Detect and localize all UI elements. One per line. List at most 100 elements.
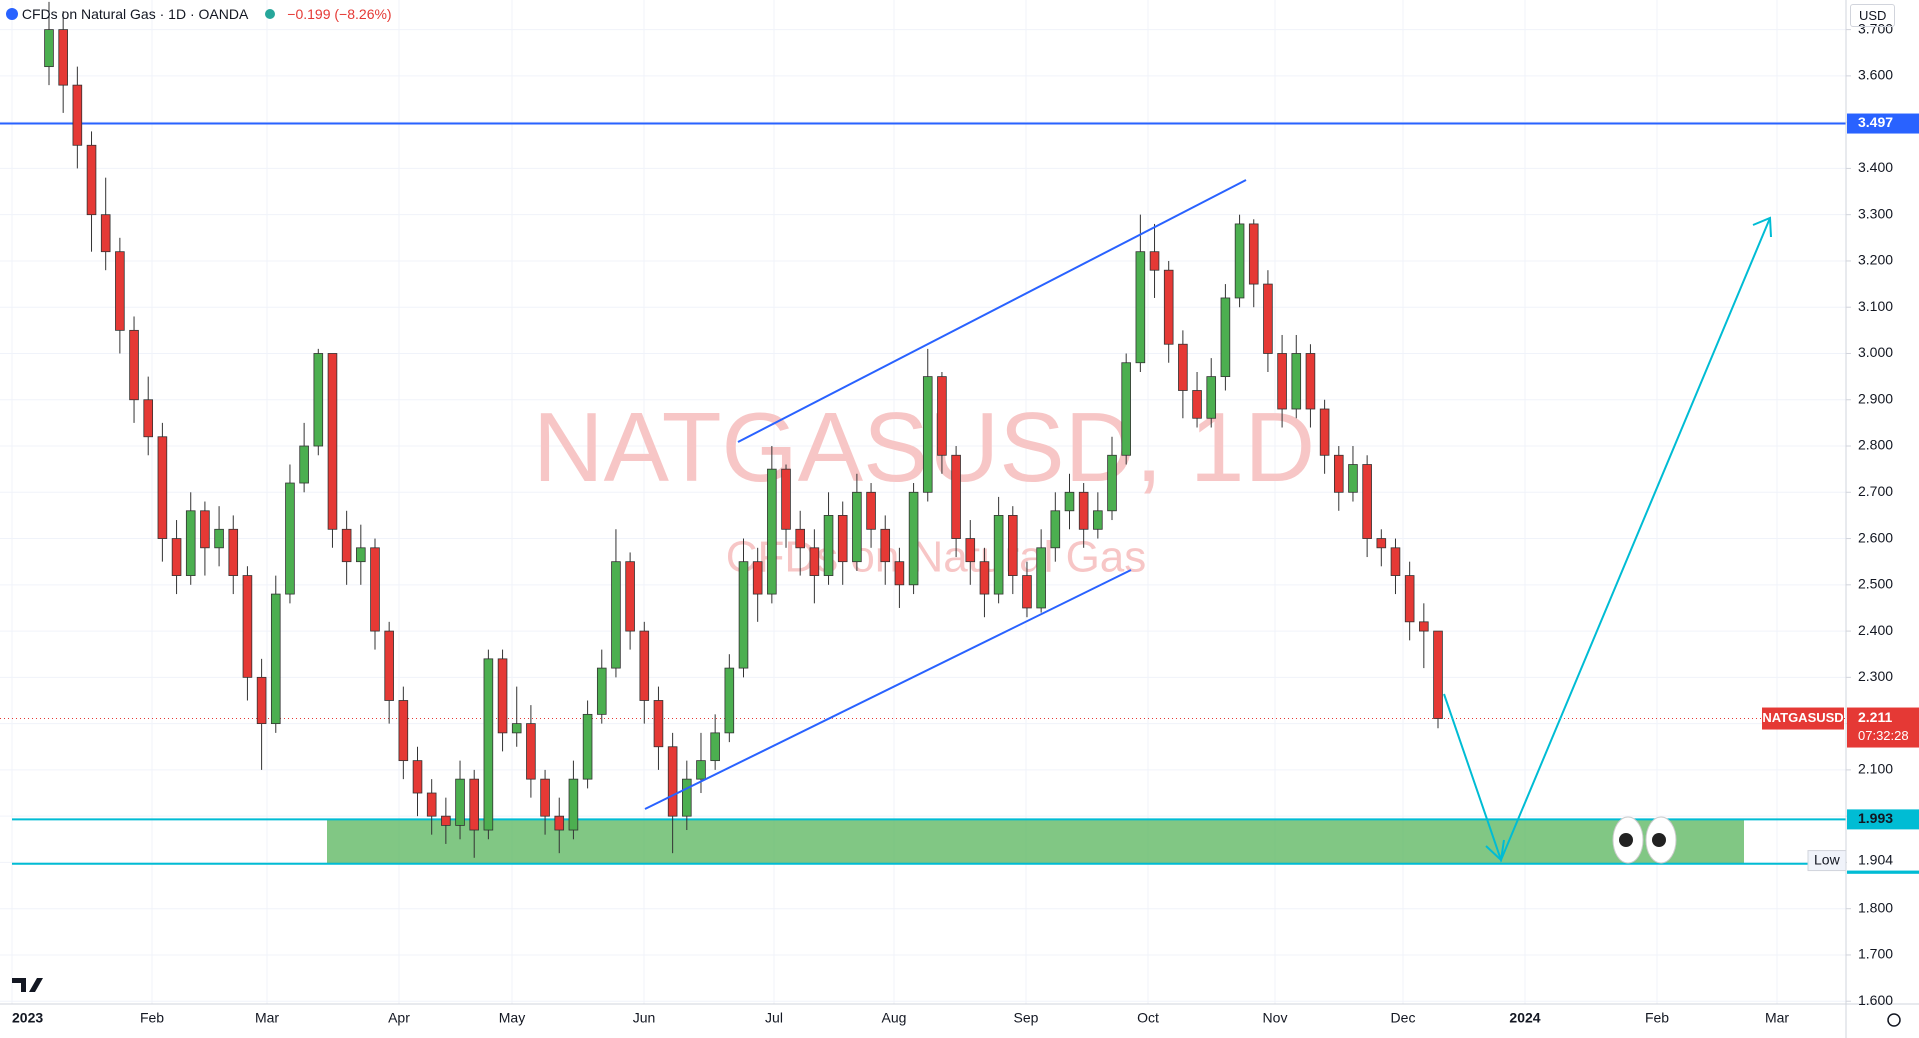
candle-body (752, 561, 763, 595)
candle-body (809, 547, 820, 576)
candle-body (455, 778, 465, 826)
low-value-bg (1847, 850, 1919, 871)
candle-body (993, 515, 1004, 595)
candle-body (582, 713, 593, 780)
x-tick-label: Apr (388, 1010, 410, 1026)
candle-body (1206, 376, 1217, 419)
candle-body (1291, 353, 1302, 410)
pupil (1619, 833, 1633, 847)
y-tick-label: 1.700 (1858, 946, 1893, 962)
candle-body (922, 376, 933, 493)
candle-body (356, 547, 366, 563)
candle-body (667, 746, 678, 817)
candle-body (1078, 491, 1089, 530)
projection-arrow (1443, 216, 1772, 863)
candle-body (795, 528, 805, 549)
y-tick-label: 2.700 (1858, 483, 1893, 499)
level-label: 3.497 (1858, 114, 1893, 130)
settings-icon[interactable] (1887, 1013, 1901, 1027)
candle-body (1263, 283, 1273, 354)
channel-upper (737, 179, 1247, 443)
y-tick-label: 2.300 (1858, 668, 1893, 684)
y-tick-label: 1.600 (1858, 992, 1893, 1008)
candle-body (469, 778, 479, 831)
x-tick-label: 2024 (1509, 1010, 1540, 1026)
candle-body (1234, 223, 1245, 299)
candle-body (908, 491, 919, 586)
candle-body (696, 760, 706, 780)
candle-body (299, 445, 309, 484)
candle-body (483, 658, 494, 831)
candle-body (1376, 538, 1387, 549)
level-label-bg (1847, 809, 1919, 830)
y-tick-label: 2.500 (1858, 576, 1893, 592)
x-tick-label: Jul (765, 1010, 783, 1026)
x-tick-label: Feb (140, 1010, 164, 1026)
candle-body (1192, 390, 1202, 419)
candle-body (1390, 547, 1401, 576)
candle-body (837, 515, 848, 563)
candle-body (86, 144, 97, 216)
candle-body (710, 732, 720, 762)
x-tick-label: May (499, 1010, 525, 1026)
price-labels: 3.4971.9931.897Low1.904NATGASUSD2.21107:… (1762, 113, 1919, 874)
candle-body (682, 778, 692, 817)
candle-body (880, 528, 891, 563)
y-tick-label: 2.400 (1858, 622, 1893, 638)
symbol-header[interactable]: CFDs on Natural Gas · 1D · OANDA −0.199 … (6, 6, 392, 22)
status-dot (265, 9, 276, 19)
candle-body (497, 658, 508, 734)
candle-body (115, 251, 125, 331)
candle-body (313, 353, 324, 447)
candle-body (100, 214, 111, 253)
candle-body (540, 778, 550, 817)
candle-body (426, 792, 437, 817)
candle-body (979, 561, 990, 595)
candle-body (171, 538, 182, 576)
candles (44, 1, 1443, 858)
candle-body (937, 376, 947, 456)
pupil (1652, 833, 1666, 847)
candle-body (965, 538, 976, 563)
candle-body (724, 667, 735, 734)
candle-body (1093, 510, 1103, 530)
price-axis: 1.6001.7001.8001.9002.0002.1002.2002.300… (1846, 20, 1893, 1008)
candle-body (1433, 630, 1443, 719)
candle-body (1362, 464, 1372, 539)
candle-body (44, 29, 54, 68)
countdown: 07:32:28 (1858, 728, 1909, 743)
price-change: −0.199 (−8.26%) (287, 6, 392, 22)
candle-body (1163, 269, 1174, 345)
y-tick-label: 3.100 (1858, 298, 1893, 314)
symbol-label: NATGASUSD (1762, 710, 1843, 725)
low-value: 1.904 (1858, 851, 1893, 867)
candle-body (596, 667, 607, 715)
last-price: 2.211 (1858, 709, 1892, 725)
level-label: 1.993 (1858, 810, 1893, 826)
candle-body (1036, 547, 1046, 609)
low-label: Low (1814, 851, 1841, 867)
candle-body (143, 399, 154, 438)
currency-button[interactable]: USD (1850, 4, 1896, 27)
candle-body (398, 700, 409, 762)
time-axis: 2023 Feb Mar Apr May Jun Jul Aug Sep Oct Nov Dec 202… (12, 1010, 1789, 1026)
candle-body (866, 491, 876, 530)
candle-body (1319, 408, 1330, 456)
candle-body (738, 561, 749, 669)
eyes (1612, 816, 1677, 864)
candle-body (611, 561, 621, 669)
candle-body (951, 454, 961, 539)
low-label-bg (1807, 850, 1847, 872)
last-price-bg (1847, 707, 1919, 748)
x-tick-label: Mar (1765, 1010, 1789, 1026)
candle-body (1348, 464, 1358, 493)
candle-body (1220, 297, 1231, 378)
tv-logo (12, 978, 43, 992)
candle-body (526, 723, 536, 780)
candle-body (412, 760, 423, 794)
y-tick-label: 1.800 (1858, 899, 1893, 915)
candle-body (256, 676, 267, 725)
candle-body (852, 491, 862, 563)
